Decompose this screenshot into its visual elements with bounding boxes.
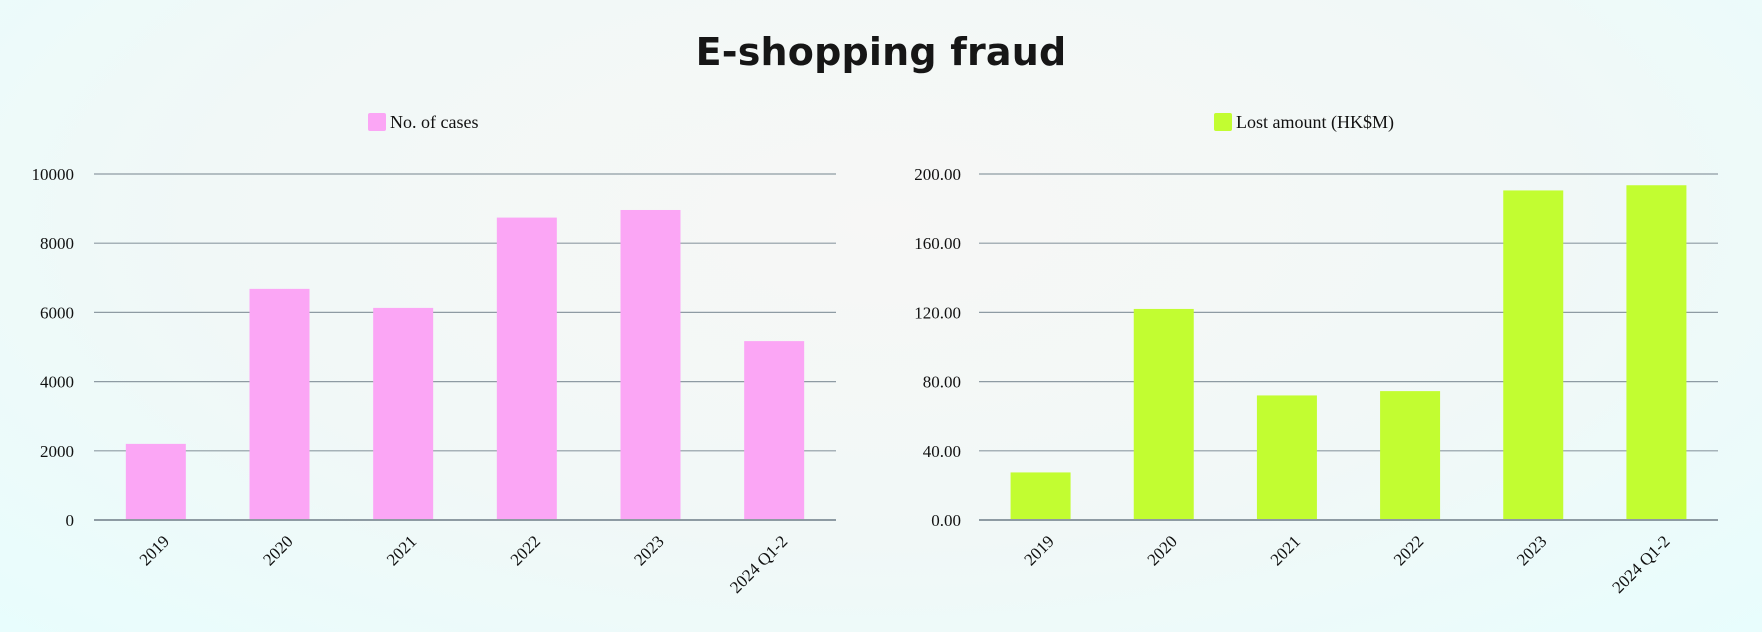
lost-x-tick-label: 2024 Q1-2 — [1608, 532, 1673, 597]
cases-bar — [744, 341, 805, 520]
cases-y-tick-label: 2000 — [40, 442, 74, 461]
lost-y-tick-label: 80.00 — [923, 373, 961, 392]
cases-bar — [125, 443, 186, 520]
cases-bar — [620, 209, 681, 520]
cases-legend-swatch — [368, 113, 386, 131]
cases-y-tick-label: 4000 — [40, 373, 74, 392]
cases-y-tick-label: 8000 — [40, 234, 74, 253]
cases-x-tick-label: 2020 — [259, 532, 296, 569]
lost-x-tick-label: 2023 — [1513, 532, 1550, 569]
chart-title: E-shopping fraud — [695, 30, 1067, 74]
cases-x-tick-label: 2019 — [136, 532, 173, 569]
lost-y-tick-label: 200.00 — [914, 165, 961, 184]
cases-bar — [496, 217, 557, 520]
lost-y-tick-label: 160.00 — [914, 234, 961, 253]
cases-legend: No. of cases — [368, 112, 478, 132]
cases-x-tick-label: 2024 Q1-2 — [726, 532, 791, 597]
lost-bar — [1380, 391, 1441, 520]
lost-x-tick-label: 2020 — [1144, 532, 1181, 569]
lost-bar — [1133, 308, 1194, 520]
cases-y-tick-label: 0 — [66, 511, 75, 530]
lost-bar — [1256, 395, 1317, 520]
lost-bar — [1626, 185, 1687, 520]
cases-bar — [373, 307, 434, 520]
lost-y-tick-label: 0.00 — [931, 511, 961, 530]
lost-x-tick-label: 2022 — [1390, 532, 1427, 569]
cases-y-tick-label: 6000 — [40, 303, 74, 322]
lost-x-tick-label: 2019 — [1020, 532, 1057, 569]
lost-y-tick-label: 120.00 — [914, 303, 961, 322]
lost-bar — [1010, 472, 1071, 520]
cases-legend-label: No. of cases — [390, 112, 478, 132]
cases-y-tick-label: 10000 — [32, 165, 75, 184]
cases-x-tick-label: 2022 — [507, 532, 544, 569]
lost-bar — [1503, 190, 1564, 520]
lost-legend-swatch — [1214, 113, 1232, 131]
lost-x-tick-label: 2021 — [1267, 532, 1304, 569]
lost-legend: Lost amount (HK$M) — [1214, 112, 1394, 133]
lost-y-tick-label: 40.00 — [923, 442, 961, 461]
lost-legend-label: Lost amount (HK$M) — [1236, 112, 1394, 133]
lost-amount-bar-chart: Lost amount (HK$M) 0.00 40.00 80.00 120.00 16… — [914, 112, 1718, 597]
cases-x-tick-label: 2023 — [630, 532, 667, 569]
cases-x-tick-label: 2021 — [383, 532, 420, 569]
cases-bar-chart: No. of cases 0 2000 4000 6000 8000 10000 2019 20… — [32, 112, 836, 597]
cases-bar — [249, 288, 310, 520]
